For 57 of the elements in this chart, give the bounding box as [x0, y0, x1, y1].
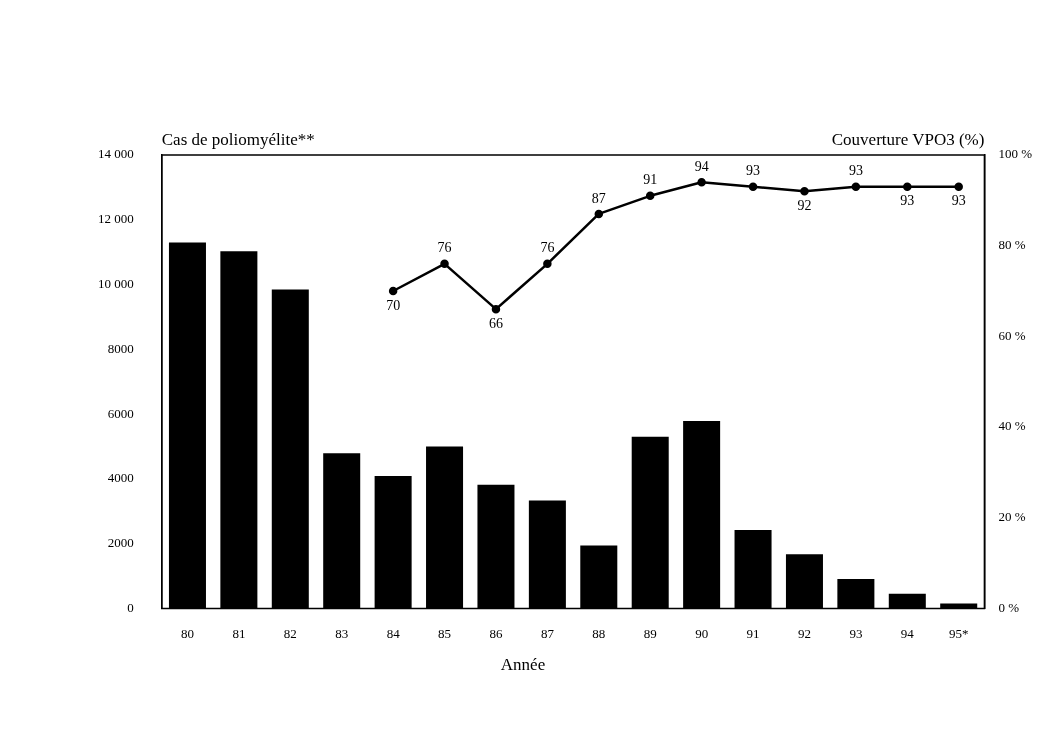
point	[645, 191, 655, 201]
point	[697, 177, 706, 187]
y-tick-label: 14 000	[98, 146, 134, 162]
y2-tick-label: 100 %	[998, 146, 1033, 162]
y-axis-title: Cas de poliomyélite**	[161, 129, 315, 149]
y2-axis-title: Couverture VPO3 (%)	[831, 129, 985, 149]
y-tick-label: 2000	[107, 535, 134, 551]
y-tick-label: 6000	[107, 405, 134, 421]
x-tick-label: 85	[438, 625, 452, 641]
x-tick-label: 87	[540, 625, 555, 641]
point	[440, 259, 449, 269]
point	[748, 182, 758, 191]
x-tick-label: 92	[797, 625, 811, 641]
y2-tick-label: 20 %	[998, 509, 1026, 525]
y-tick-label: 0	[127, 599, 134, 615]
data-label: 92	[797, 197, 812, 213]
x-tick-label: 80	[180, 625, 194, 641]
point	[800, 187, 809, 196]
x-tick-label: 93	[849, 625, 863, 641]
y-tick-label: 10 000	[98, 275, 134, 291]
y-tick-label: 4000	[107, 470, 134, 486]
x-tick-label: 86	[489, 625, 503, 641]
x-tick-label: 89	[643, 625, 657, 641]
point	[954, 182, 963, 191]
data-label: 87	[591, 190, 606, 206]
data-label: 91	[643, 172, 658, 188]
y-tick-label: 12 000	[98, 211, 134, 227]
data-label: 93	[746, 163, 761, 179]
y-tick-label: 8000	[107, 340, 134, 356]
point	[903, 182, 912, 191]
data-label: 70	[386, 297, 401, 313]
data-label: 94	[694, 158, 709, 174]
y2-tick-label: 80 %	[998, 237, 1026, 253]
data-label: 93	[951, 193, 966, 209]
y2-tick-label: 40 %	[998, 418, 1026, 434]
y2-tick-label: 0 %	[998, 599, 1020, 615]
x-tick-label: 84	[386, 625, 401, 641]
data-label: 66	[488, 315, 503, 331]
x-axis-title: Année	[499, 655, 547, 675]
data-label: 76	[540, 240, 555, 256]
data-label: 93	[848, 163, 863, 179]
x-tick-label: 95*	[948, 625, 969, 641]
point	[491, 304, 501, 314]
x-tick-label: 82	[283, 625, 297, 641]
point	[851, 182, 861, 191]
x-tick-label: 88	[592, 625, 606, 641]
point	[543, 259, 552, 269]
x-tick-label: 94	[900, 625, 915, 641]
x-tick-label: 90	[695, 625, 709, 641]
data-label: 76	[437, 240, 452, 256]
point	[594, 209, 604, 219]
x-tick-label: 81	[232, 625, 246, 641]
data-label: 93	[900, 193, 915, 209]
point	[388, 286, 398, 296]
x-tick-label: 83	[335, 625, 349, 641]
x-tick-label: 91	[746, 625, 760, 641]
y2-tick-label: 60 %	[998, 327, 1026, 343]
